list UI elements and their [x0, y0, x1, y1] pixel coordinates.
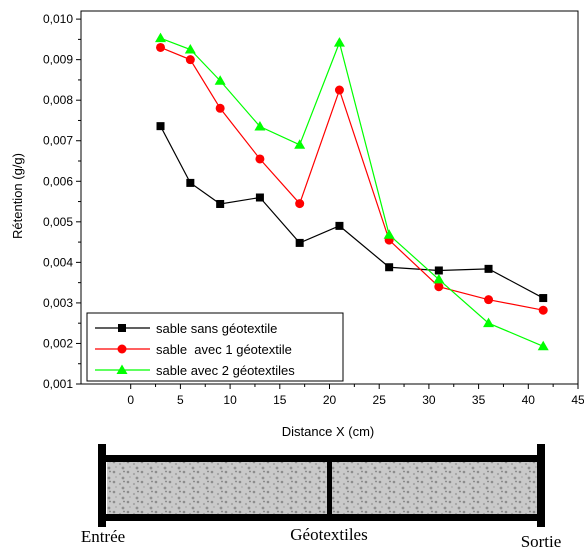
- series-line: [160, 46, 544, 311]
- legend-marker: [118, 324, 126, 332]
- data-point: [216, 199, 225, 208]
- data-point: [214, 75, 226, 85]
- data-point: [434, 282, 444, 292]
- legend-marker: [116, 364, 128, 374]
- data-point: [185, 55, 195, 65]
- x-tick-label: 45: [571, 393, 584, 407]
- series-layer: [155, 32, 549, 351]
- data-point: [255, 154, 265, 164]
- data-point: [255, 193, 264, 202]
- data-point: [383, 229, 395, 239]
- y-axis-title: Rétention (g/g): [10, 153, 25, 239]
- series-line: [159, 125, 544, 299]
- data-point: [186, 178, 195, 187]
- data-point: [294, 139, 306, 149]
- series-1: [156, 122, 548, 303]
- column-top-wall: [103, 455, 542, 462]
- series-2: [156, 42, 548, 315]
- y-tick-label: 0,007: [43, 134, 73, 148]
- y-tick-label: 0,010: [43, 12, 73, 26]
- x-tick-label: 40: [522, 393, 536, 407]
- data-point: [295, 199, 305, 209]
- sand-column: [107, 461, 538, 514]
- data-point: [538, 305, 548, 315]
- geotextiles-label: Géotextiles: [290, 525, 367, 544]
- legend: sable sans géotextile sable avec 1 géotex…: [86, 312, 344, 382]
- x-tick-label: 10: [223, 393, 237, 407]
- y-tick-label: 0,002: [43, 336, 73, 350]
- outlet-end-cap: [537, 444, 545, 527]
- y-tick-label: 0,003: [43, 296, 73, 310]
- data-point: [295, 238, 304, 247]
- y-tick-label: 0,004: [43, 255, 73, 269]
- inlet-end-cap: [98, 444, 106, 527]
- inlet-label: Entrée: [81, 527, 125, 546]
- data-point: [537, 340, 549, 351]
- y-tick-label: 0,008: [43, 93, 73, 107]
- x-tick-label: 20: [323, 393, 337, 407]
- data-point: [484, 295, 494, 305]
- legend-label: sable avec 1 géotextile: [156, 342, 292, 357]
- outlet-label: Sortie: [521, 532, 562, 551]
- data-point: [156, 42, 166, 52]
- legend-entry: sable avec 1 géotextile: [95, 342, 292, 357]
- y-tick-label: 0,001: [43, 377, 73, 391]
- y-tick-label: 0,005: [43, 215, 73, 229]
- data-point: [385, 263, 394, 272]
- data-point: [254, 121, 266, 131]
- data-point: [334, 85, 344, 95]
- column-bottom-wall: [103, 514, 542, 521]
- x-axis: 0 5 10 15 20 25 30 35 40 45: [127, 384, 584, 407]
- x-tick-label: 5: [177, 393, 184, 407]
- data-point: [155, 32, 167, 43]
- x-axis-title: Distance X (cm): [282, 424, 374, 439]
- x-tick-label: 0: [127, 393, 134, 407]
- data-point: [156, 122, 165, 131]
- x-tick-label: 30: [422, 393, 436, 407]
- data-point: [539, 294, 548, 303]
- legend-marker: [117, 344, 127, 354]
- x-tick-label: 35: [472, 393, 486, 407]
- column-diagram: Entrée Géotextiles Sortie: [81, 444, 561, 551]
- data-point: [434, 266, 443, 275]
- x-tick-label: 25: [373, 393, 387, 407]
- data-point: [184, 44, 196, 54]
- geotextile-separator: [327, 459, 332, 517]
- data-point: [333, 37, 345, 47]
- series-3: [155, 32, 549, 351]
- data-point: [215, 103, 225, 113]
- legend-entry: sable sans géotextile: [95, 321, 277, 336]
- x-tick-label: 15: [273, 393, 287, 407]
- legend-label: sable sans géotextile: [156, 321, 277, 336]
- data-point: [335, 221, 344, 230]
- data-point: [484, 264, 493, 273]
- legend-label: sable avec 2 géotextiles: [156, 363, 295, 378]
- y-axis: 0,001 0,002 0,003 0,004 0,005 0,006 0,007 0,008…: [43, 12, 81, 391]
- legend-entry: sable avec 2 géotextiles: [95, 363, 295, 378]
- y-tick-label: 0,009: [43, 53, 73, 67]
- y-tick-label: 0,006: [43, 174, 73, 188]
- series-line: [160, 37, 544, 347]
- data-point: [483, 317, 495, 328]
- data-point: [433, 273, 445, 284]
